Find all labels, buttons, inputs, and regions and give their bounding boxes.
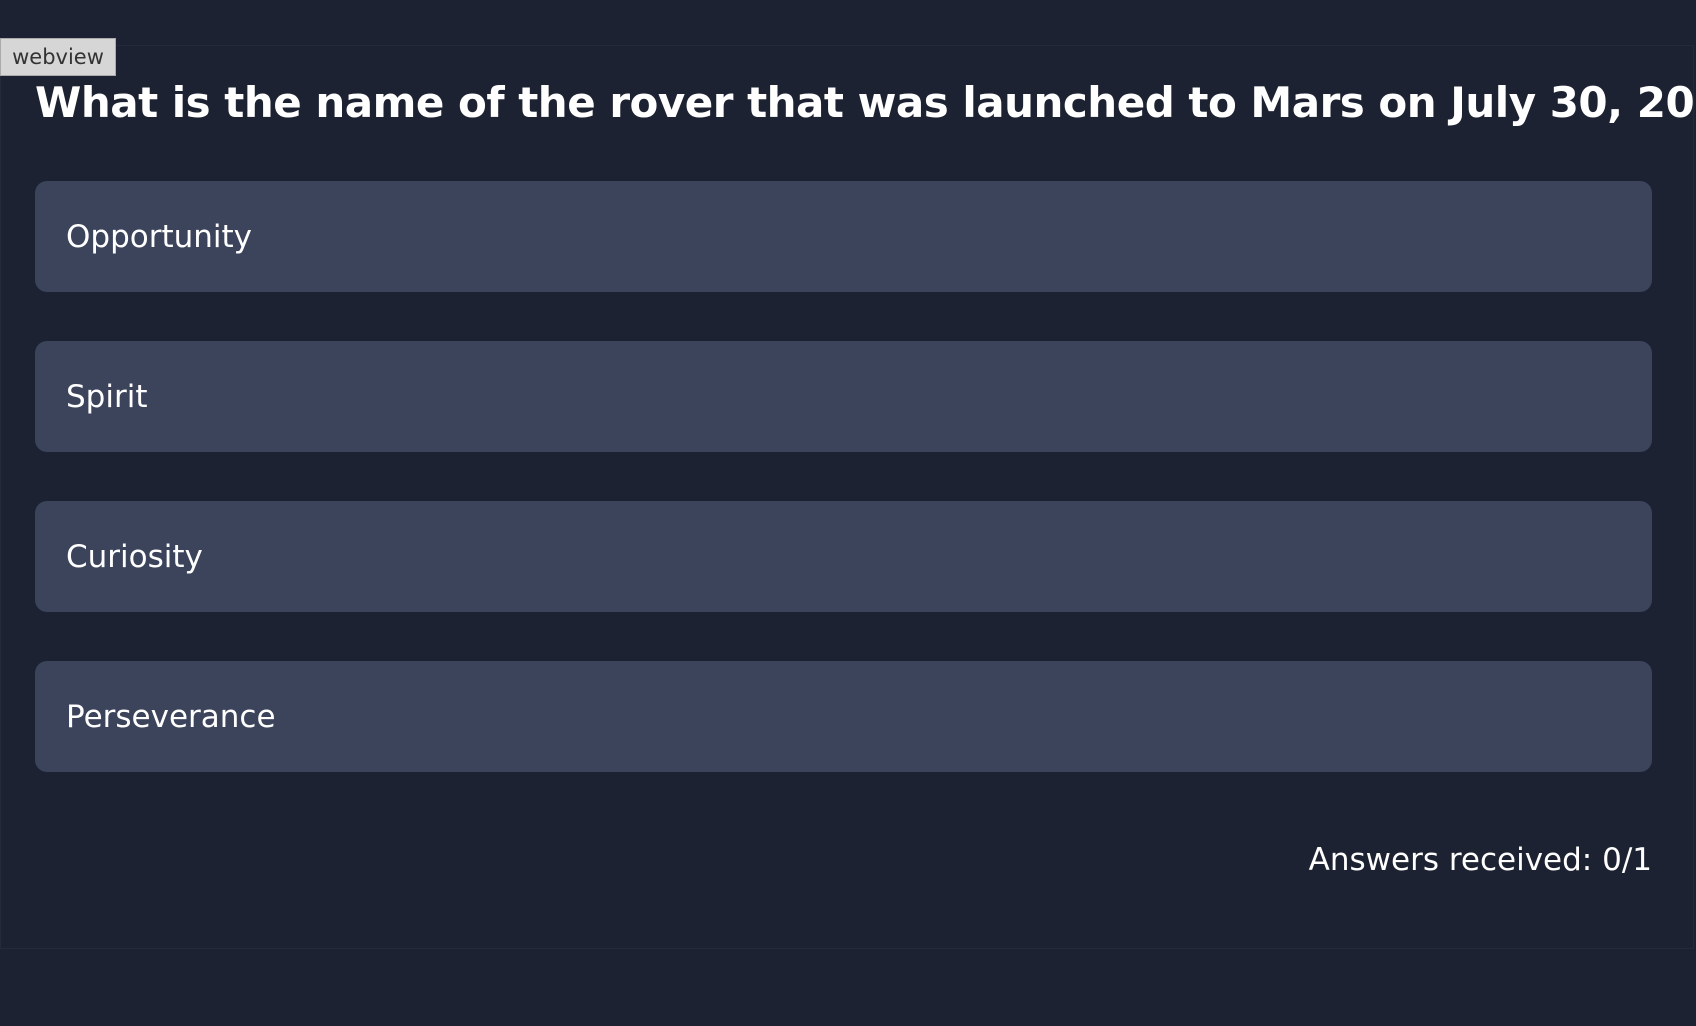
- webview-label: webview: [0, 38, 116, 76]
- answers-status: Answers received: 0/1: [1308, 842, 1652, 878]
- answer-option[interactable]: Opportunity: [35, 181, 1652, 292]
- answer-option[interactable]: Spirit: [35, 341, 1652, 452]
- answer-option[interactable]: Perseverance: [35, 661, 1652, 772]
- answer-option[interactable]: Curiosity: [35, 501, 1652, 612]
- quiz-panel: [0, 45, 1694, 949]
- question: What is the name of the rover that was l…: [35, 78, 1696, 127]
